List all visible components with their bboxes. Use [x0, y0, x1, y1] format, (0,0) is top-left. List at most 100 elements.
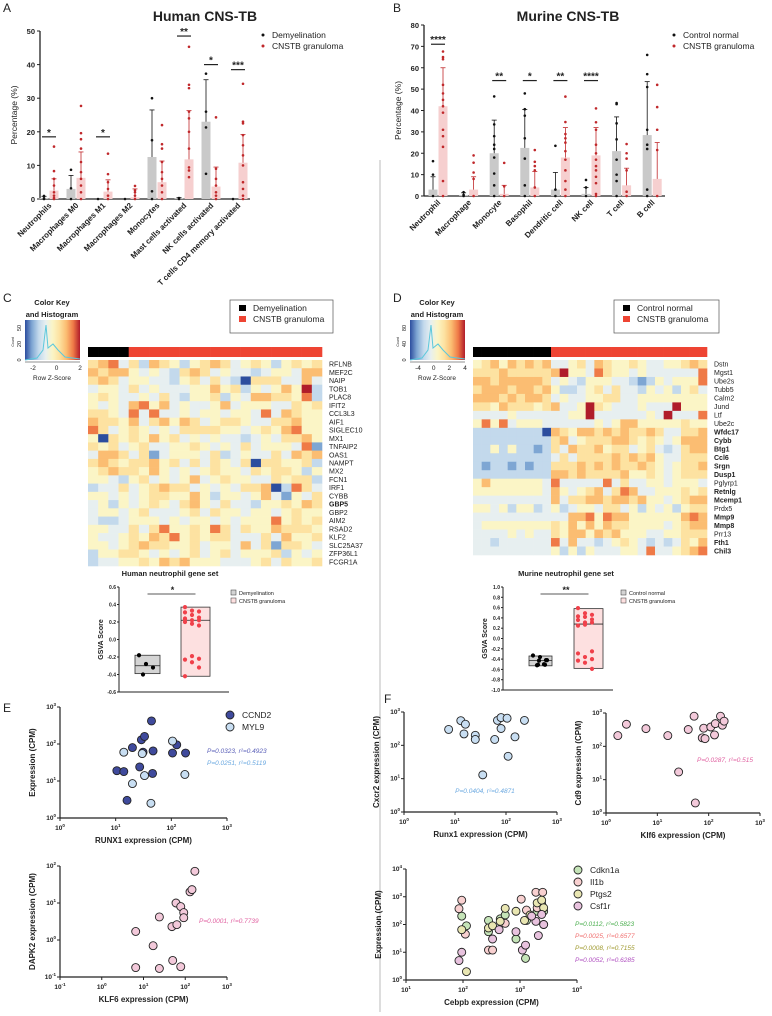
heatmap-cell [108, 425, 119, 435]
data-point [492, 147, 496, 151]
heatmap-cell [490, 376, 500, 386]
data-point [79, 160, 83, 164]
data-point [594, 181, 598, 185]
heatmap-cell [311, 467, 323, 476]
heatmap-cell [681, 436, 690, 446]
tick-exponent: -1 [52, 972, 56, 977]
heatmap-cell [646, 504, 656, 513]
heatmap-cell [637, 410, 647, 420]
heatmap-cell [698, 360, 708, 369]
heatmap-cell [481, 410, 491, 420]
bar [428, 189, 438, 196]
heatmap-cell [681, 478, 690, 488]
heatmap-cell [159, 442, 170, 451]
heatmap-cell [542, 368, 552, 378]
y-tick-label: 103 [392, 892, 402, 901]
data-point [700, 734, 710, 744]
heatmap-cell [199, 360, 211, 369]
heatmap-cell [301, 392, 313, 402]
heatmap-cell [490, 538, 500, 547]
data-point [150, 197, 154, 201]
color-key-ylabel: Count [396, 337, 400, 346]
x-tick-label: 101 [139, 982, 149, 991]
category-label: NK cell [570, 198, 596, 224]
heatmap-cell [585, 495, 595, 505]
heatmap-cell [525, 444, 534, 454]
heatmap-cell [98, 409, 109, 418]
heatmap-cell [179, 491, 191, 501]
group-annotation-cell [98, 347, 109, 357]
heatmap-cell [220, 500, 231, 509]
heatmap-cell [620, 393, 630, 403]
heatmap-cell [516, 546, 526, 556]
data-point [655, 194, 659, 198]
heatmap-cell [473, 495, 482, 505]
tick-exponent: 1 [146, 982, 149, 987]
heatmap-cell [499, 470, 508, 479]
color-key-tick: -2 [30, 365, 36, 372]
heatmap-cell [516, 478, 526, 488]
heatmap-cell [118, 458, 129, 468]
heatmap-cell [698, 470, 708, 479]
heatmap-cell [473, 512, 482, 522]
heatmap-cell [189, 417, 201, 427]
bar [530, 187, 540, 196]
y-tick-label: 70 [411, 42, 419, 51]
heatmap-cell [698, 504, 708, 513]
heatmap-cell [542, 487, 552, 496]
gene-label: Mmp9 [714, 514, 734, 521]
y-tick-label: 40 [411, 107, 419, 116]
heatmap-cell [533, 410, 543, 420]
heatmap-cell [291, 425, 302, 435]
heatmap-cell [189, 491, 201, 501]
heatmap-cell [138, 475, 150, 484]
heatmap-cell [620, 487, 630, 496]
data-point [472, 171, 475, 174]
data-point [160, 170, 164, 174]
heatmap-cell [620, 478, 630, 488]
heatmap-cell [655, 487, 664, 496]
tick-exponent: 0 [62, 823, 65, 828]
heatmap-cell [159, 450, 170, 460]
heatmap-cell [681, 402, 690, 412]
heatmap-cell [629, 538, 638, 547]
heatmap-cell [199, 384, 211, 394]
heatmap-cell [672, 444, 682, 454]
heatmap-cell [260, 491, 272, 501]
group-annotation-cell [291, 347, 302, 357]
heatmap-cell [689, 546, 699, 556]
heatmap-cell [507, 538, 517, 547]
heatmap-cell [473, 393, 482, 403]
data-point [496, 724, 506, 733]
data-point [582, 660, 588, 665]
heatmap-cell [620, 410, 630, 420]
heatmap-cell [533, 419, 543, 429]
heatmap-cell [542, 360, 552, 369]
heatmap-cell [620, 419, 630, 429]
heatmap-cell [98, 475, 109, 484]
heatmap-cell [689, 436, 699, 446]
heatmap-cell [210, 557, 221, 567]
tick-exponent: 4 [399, 864, 402, 869]
heatmap-cell [594, 410, 604, 420]
heatmap-cell [128, 557, 140, 567]
data-point [645, 128, 649, 132]
heatmap-cell [220, 384, 231, 394]
heatmap-cell [138, 401, 150, 410]
heatmap-cell [98, 508, 109, 517]
heatmap-cell [210, 500, 221, 509]
heatmap-cell [118, 368, 129, 377]
heatmap-cell [507, 453, 517, 463]
heatmap-cell [672, 402, 682, 412]
heatmap-cell [542, 444, 552, 454]
data-point [472, 154, 475, 157]
legend-marker [225, 710, 235, 720]
heatmap-cell [220, 533, 231, 542]
data-point [641, 724, 651, 734]
heatmap-cell [210, 483, 221, 493]
group-annotation-cell [585, 347, 595, 357]
heatmap-cell [646, 546, 656, 556]
data-point [79, 184, 83, 187]
heatmap-cell [568, 478, 578, 488]
significance-stars: ** [562, 585, 570, 595]
